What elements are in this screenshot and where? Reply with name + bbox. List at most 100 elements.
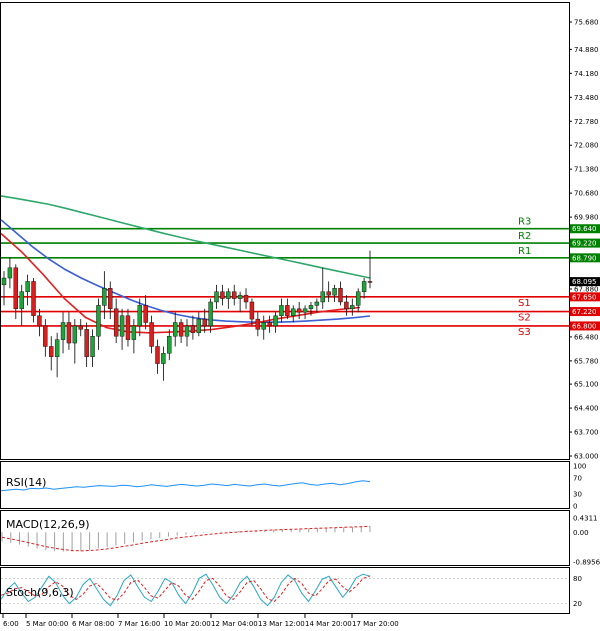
candle-up	[184, 325, 190, 337]
candle-down	[84, 329, 89, 357]
candle-down	[367, 281, 373, 283]
candle-up	[167, 336, 172, 354]
price-tick-label: 65.100	[574, 381, 599, 389]
rsi-title: RSI(14)	[6, 476, 46, 489]
candle-up	[102, 288, 107, 306]
candle-down	[43, 325, 48, 347]
candle-down	[78, 325, 83, 330]
level-price-tag-bg	[570, 307, 600, 317]
candle-up	[261, 322, 266, 330]
candle-up	[131, 325, 137, 340]
level-price-tag: 66.800	[572, 322, 597, 330]
candle-up	[54, 339, 60, 357]
price-tick-label: 70.680	[574, 190, 599, 198]
candle-down	[190, 325, 196, 333]
price-tick-label: 75.680	[574, 19, 599, 27]
candle-up	[308, 305, 314, 310]
candle-up	[320, 291, 325, 303]
level-price-tag-bg	[570, 224, 600, 234]
candle-down	[249, 301, 255, 320]
candle-up	[25, 281, 30, 292]
level-price-tag: 69.640	[572, 225, 597, 233]
candle-up	[332, 288, 337, 296]
stoch-panel-frame	[0, 567, 570, 614]
rsi-layer: 100 70 30 0	[0, 463, 586, 511]
macd-layer: 0.4311 0.00 -0.8956	[1, 515, 600, 567]
level-name-r3: R3	[518, 217, 531, 228]
current-price-tag: 68.095	[572, 278, 597, 286]
time-tick-label: 14 Mar 20:00	[305, 620, 352, 628]
macd-tick-label: -0.8956	[573, 559, 600, 567]
candle-down	[243, 294, 249, 303]
price-tick-label: 66.480	[574, 333, 599, 341]
candle-up	[96, 305, 101, 337]
stoch-tick-label: 20	[573, 600, 582, 608]
time-tick-label: 5 Mar 00:00	[26, 620, 68, 628]
level-labels: 69.640 69.220 68.790 67.650 67.220 66.800 68.0…	[570, 224, 600, 331]
ma-blue-line	[0, 219, 371, 324]
candle-down	[66, 322, 72, 344]
level-name-s1: S1	[518, 298, 531, 309]
ma-green-line	[0, 195, 371, 279]
candle-down	[267, 322, 272, 327]
candle-down	[178, 322, 184, 337]
level-price-tag-bg	[570, 238, 600, 248]
macd-tick-label: 0.00	[573, 529, 589, 537]
candle-down	[285, 305, 290, 316]
time-tick-label: 6:00	[3, 620, 19, 628]
level-price-tag-bg	[570, 292, 600, 302]
candle-up	[7, 267, 13, 279]
candle-down	[255, 318, 261, 330]
candle-down	[125, 315, 131, 340]
level-price-tag: 67.220	[572, 308, 597, 316]
candle-up	[214, 291, 219, 303]
level-name-s3: S3	[518, 327, 531, 338]
candle-up	[19, 291, 24, 310]
candle-down	[155, 346, 160, 364]
candle-up	[273, 315, 278, 327]
macd-signal-line	[1, 525, 371, 552]
candle-down	[232, 291, 237, 299]
candle-down	[296, 308, 302, 313]
macd-tick-label: 0.4311	[573, 515, 598, 523]
candle-down	[338, 288, 343, 303]
price-tick-label: 63.000	[574, 453, 599, 461]
candle-up	[208, 301, 213, 327]
price-tick-label: 74.880	[574, 46, 599, 54]
candle-down	[13, 267, 19, 310]
candle-down	[344, 301, 349, 310]
candle-down	[149, 322, 154, 347]
candle-up	[361, 281, 367, 292]
candle-up	[172, 322, 178, 337]
level-name-r1: R1	[518, 246, 531, 257]
candle-up	[279, 305, 284, 316]
candle-up	[137, 305, 142, 327]
stoch-tick-label: 80	[573, 575, 582, 583]
price-panel-frame	[0, 2, 570, 460]
price-tick-label: 65.780	[574, 357, 599, 365]
candle-up	[60, 322, 66, 340]
candle-down	[108, 288, 113, 310]
price-tick-label: 72.780	[574, 118, 599, 126]
candle-up	[90, 336, 95, 357]
level-price-tag-bg	[570, 321, 600, 331]
candle-up	[314, 301, 320, 306]
stoch-d-line	[0, 575, 371, 603]
candle-up	[1, 277, 7, 286]
candle-down	[326, 291, 331, 296]
price-tick-label: 69.980	[574, 214, 599, 222]
level-name-s2: S2	[518, 313, 531, 324]
level-name-r2: R2	[518, 231, 531, 242]
macd-panel-frame	[0, 510, 570, 566]
candles-layer	[1, 250, 373, 381]
candle-up	[161, 353, 166, 364]
candle-down	[49, 346, 54, 357]
time-tick-label: 13 Mar 12:00	[258, 620, 305, 628]
candle-up	[302, 308, 308, 313]
candle-up	[119, 315, 125, 337]
rsi-line	[0, 480, 371, 492]
candle-down	[113, 308, 119, 337]
level-price-tag: 67.650	[572, 293, 597, 301]
stoch-k-line	[0, 573, 371, 607]
